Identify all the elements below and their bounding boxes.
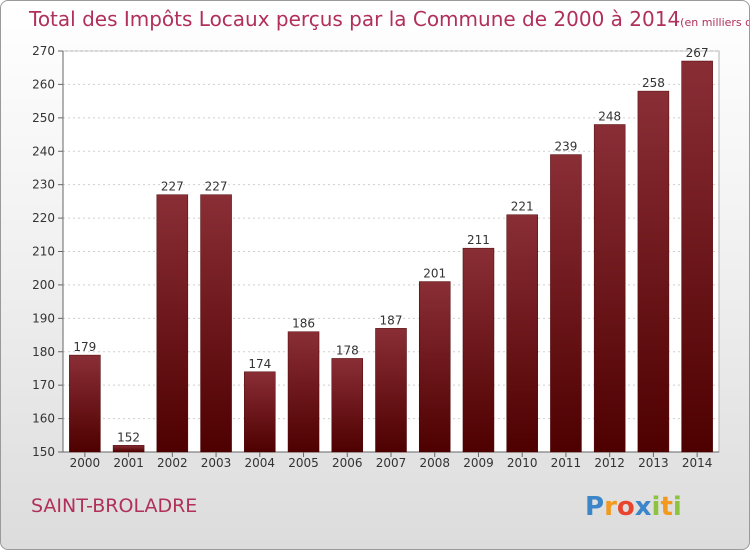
bar [200, 194, 232, 453]
y-tick-label: 230 [32, 178, 55, 192]
logo-letter: i [651, 492, 661, 522]
bar [287, 331, 320, 453]
commune-name: SAINT-BROLADRE [31, 495, 198, 517]
chart-title: Total des Impôts Locaux perçus par la Co… [29, 7, 749, 31]
x-tick-label: 2000 [70, 456, 101, 470]
y-tick-label: 210 [32, 245, 55, 259]
y-tick-label: 190 [32, 311, 55, 325]
y-tick-label: 270 [32, 44, 55, 58]
data-label: 227 [205, 180, 228, 194]
x-tick-label: 2007 [376, 456, 407, 470]
y-tick-label: 240 [32, 144, 55, 158]
logo-letter: i [672, 492, 682, 522]
bar [69, 354, 101, 453]
x-tick-label: 2012 [594, 456, 625, 470]
bar [112, 445, 145, 453]
bar [331, 358, 364, 453]
data-label: 221 [511, 200, 534, 214]
data-label: 178 [336, 343, 359, 357]
y-tick-label: 250 [32, 111, 55, 125]
data-label: 186 [292, 317, 315, 331]
bar [681, 60, 713, 453]
data-label: 267 [686, 46, 709, 60]
data-label: 258 [642, 76, 665, 90]
x-tick-label: 2001 [113, 456, 144, 470]
x-tick-label: 2003 [201, 456, 232, 470]
logo-letter: x [634, 492, 652, 522]
bar [637, 90, 670, 453]
x-tick-label: 2009 [463, 456, 494, 470]
data-label: 239 [554, 140, 577, 154]
chart-title-text: Total des Impôts Locaux perçus par la Co… [29, 7, 681, 31]
data-label: 152 [117, 430, 140, 444]
data-label: 248 [598, 110, 621, 124]
x-tick-label: 2011 [551, 456, 582, 470]
x-tick-label: 2005 [288, 456, 319, 470]
y-tick-label: 180 [32, 345, 55, 359]
y-tick-label: 220 [32, 211, 55, 225]
logo-letter: t [660, 492, 673, 522]
x-tick-label: 2014 [682, 456, 713, 470]
bar [506, 214, 538, 453]
x-tick-label: 2008 [419, 456, 450, 470]
bar [244, 371, 276, 453]
bar [418, 281, 451, 453]
bar [593, 124, 626, 453]
bar [462, 247, 495, 453]
data-label: 174 [248, 357, 271, 371]
data-label: 187 [380, 313, 403, 327]
x-tick-label: 2006 [332, 456, 363, 470]
bar [375, 328, 407, 453]
x-tick-label: 2013 [638, 456, 669, 470]
bar [550, 154, 582, 453]
y-tick-label: 200 [32, 278, 55, 292]
data-label: 179 [73, 340, 96, 354]
proxiti-logo: Proxiti [585, 492, 682, 522]
y-tick-label: 170 [32, 378, 55, 392]
y-tick-label: 160 [32, 412, 55, 426]
bar [156, 194, 189, 453]
data-label: 201 [423, 267, 446, 281]
logo-letter: P [585, 492, 605, 522]
logo-letter: o [616, 492, 635, 522]
y-tick-label: 260 [32, 77, 55, 91]
x-tick-label: 2004 [245, 456, 276, 470]
data-label: 211 [467, 233, 490, 247]
logo-letter: r [604, 492, 617, 522]
y-tick-label: 150 [32, 445, 55, 459]
x-tick-label: 2002 [157, 456, 188, 470]
chart-unit: (en milliers d'€) [680, 16, 749, 29]
data-label: 227 [161, 180, 184, 194]
x-tick-label: 2010 [507, 456, 538, 470]
